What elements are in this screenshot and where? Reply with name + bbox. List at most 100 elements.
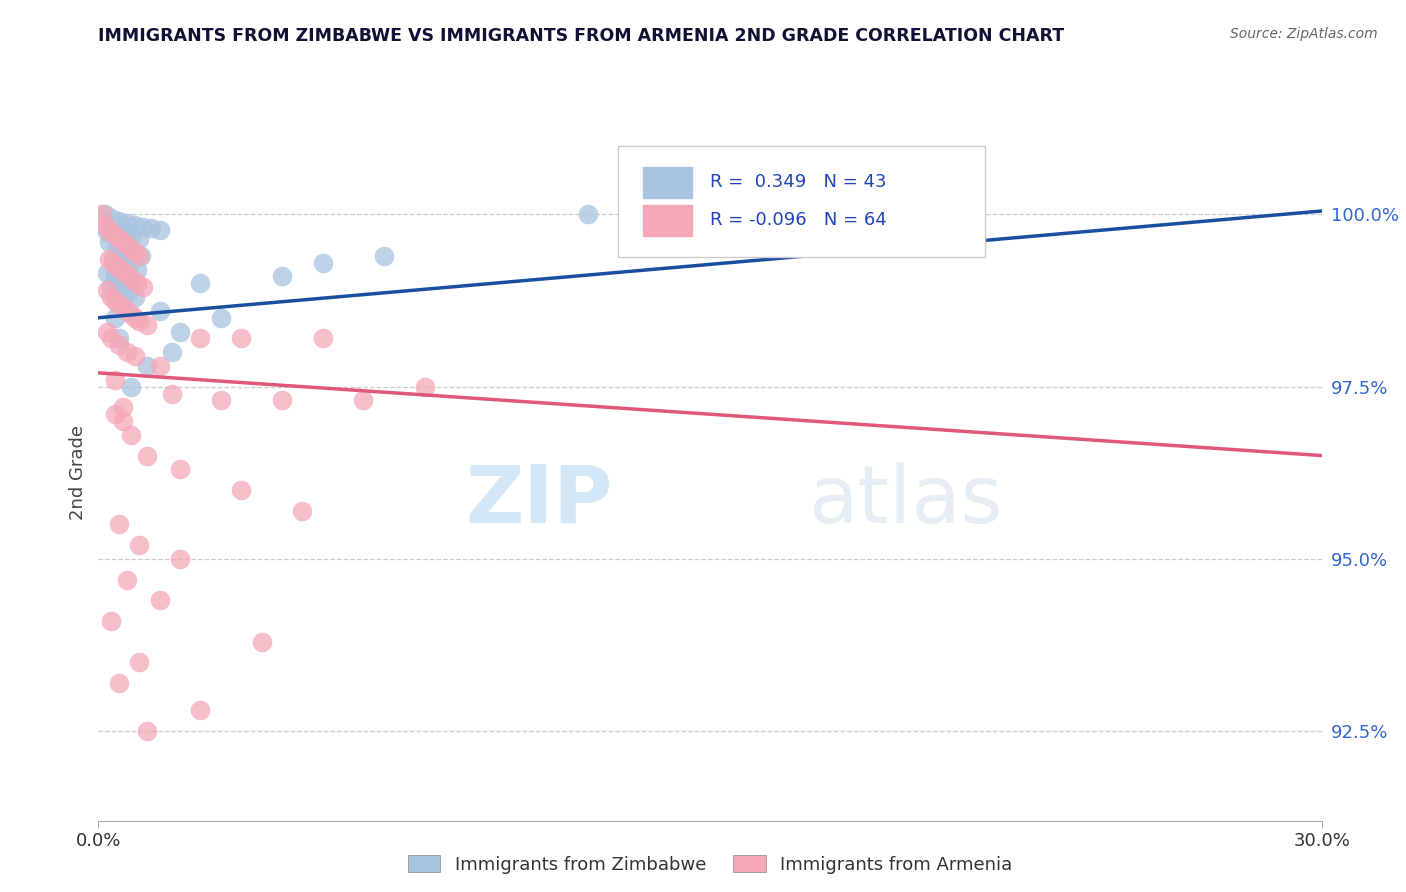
- Text: R =  0.349   N = 43: R = 0.349 N = 43: [710, 173, 887, 191]
- Point: [101, 255, 124, 269]
- Point: [169, 552, 191, 566]
- Point: [108, 331, 131, 345]
- Point: [108, 517, 131, 532]
- Point: [104, 293, 127, 308]
- Point: [100, 614, 122, 628]
- Point: [128, 538, 150, 552]
- Point: [104, 269, 127, 284]
- Point: [250, 634, 273, 648]
- Point: [312, 255, 335, 269]
- Point: [111, 401, 134, 415]
- Point: [96, 266, 118, 280]
- Point: [209, 310, 232, 325]
- Point: [93, 207, 115, 221]
- Point: [127, 262, 149, 277]
- Point: [115, 286, 138, 301]
- Point: [100, 279, 122, 293]
- Point: [124, 218, 146, 232]
- FancyBboxPatch shape: [643, 205, 692, 236]
- Point: [188, 277, 212, 291]
- Point: [115, 573, 138, 587]
- Point: [96, 225, 118, 239]
- FancyBboxPatch shape: [643, 167, 692, 198]
- Point: [231, 331, 253, 345]
- Point: [118, 269, 141, 284]
- Point: [118, 259, 141, 273]
- Point: [129, 249, 152, 263]
- Point: [108, 283, 131, 297]
- Point: [104, 407, 127, 421]
- Point: [114, 242, 136, 256]
- Point: [120, 307, 142, 321]
- Point: [93, 218, 115, 232]
- Point: [104, 227, 127, 241]
- Text: IMMIGRANTS FROM ZIMBABWE VS IMMIGRANTS FROM ARMENIA 2ND GRADE CORRELATION CHART: IMMIGRANTS FROM ZIMBABWE VS IMMIGRANTS F…: [98, 27, 1064, 45]
- Point: [108, 338, 131, 352]
- Point: [127, 277, 149, 291]
- Point: [120, 242, 142, 256]
- Point: [100, 225, 122, 239]
- Point: [136, 318, 159, 332]
- Point: [101, 252, 124, 267]
- Point: [96, 325, 118, 339]
- Point: [413, 379, 436, 393]
- Point: [270, 269, 294, 284]
- Point: [120, 428, 142, 442]
- Point: [100, 290, 122, 304]
- Point: [96, 221, 118, 235]
- Y-axis label: 2nd Grade: 2nd Grade: [69, 425, 87, 520]
- Text: R = -0.096   N = 64: R = -0.096 N = 64: [710, 211, 887, 229]
- Point: [141, 221, 163, 235]
- Point: [111, 228, 134, 243]
- Point: [104, 228, 127, 243]
- Point: [132, 279, 155, 293]
- Point: [149, 593, 172, 607]
- Point: [124, 290, 146, 304]
- Point: [108, 214, 131, 228]
- Point: [120, 277, 142, 291]
- Point: [209, 393, 232, 408]
- Point: [111, 235, 134, 249]
- Point: [115, 345, 138, 359]
- Point: [149, 304, 172, 318]
- Point: [120, 229, 142, 244]
- Point: [136, 724, 159, 739]
- Point: [373, 249, 395, 263]
- Point: [188, 703, 212, 717]
- Point: [111, 414, 134, 428]
- Point: [149, 222, 172, 236]
- Text: ZIP: ZIP: [465, 461, 612, 540]
- Point: [96, 283, 118, 297]
- Point: [169, 462, 191, 476]
- Point: [312, 331, 335, 345]
- Point: [97, 252, 120, 267]
- Point: [231, 483, 253, 497]
- Point: [160, 386, 183, 401]
- Point: [108, 231, 131, 245]
- Point: [136, 359, 159, 373]
- Point: [110, 262, 132, 277]
- Legend: Immigrants from Zimbabwe, Immigrants from Armenia: Immigrants from Zimbabwe, Immigrants fro…: [401, 848, 1019, 881]
- Point: [169, 325, 191, 339]
- Point: [108, 297, 131, 311]
- Point: [97, 235, 120, 249]
- Point: [124, 310, 146, 325]
- Point: [128, 655, 150, 669]
- Point: [115, 216, 138, 230]
- Point: [108, 676, 131, 690]
- Point: [128, 231, 150, 245]
- Point: [111, 301, 134, 315]
- FancyBboxPatch shape: [619, 145, 986, 257]
- Point: [576, 207, 599, 221]
- Point: [188, 331, 212, 345]
- Point: [105, 238, 128, 252]
- Point: [270, 393, 294, 408]
- Point: [111, 273, 134, 287]
- Point: [91, 207, 114, 221]
- Point: [104, 310, 127, 325]
- Point: [160, 345, 183, 359]
- Point: [128, 314, 150, 328]
- Point: [120, 379, 142, 393]
- Point: [104, 373, 127, 387]
- Point: [115, 304, 138, 318]
